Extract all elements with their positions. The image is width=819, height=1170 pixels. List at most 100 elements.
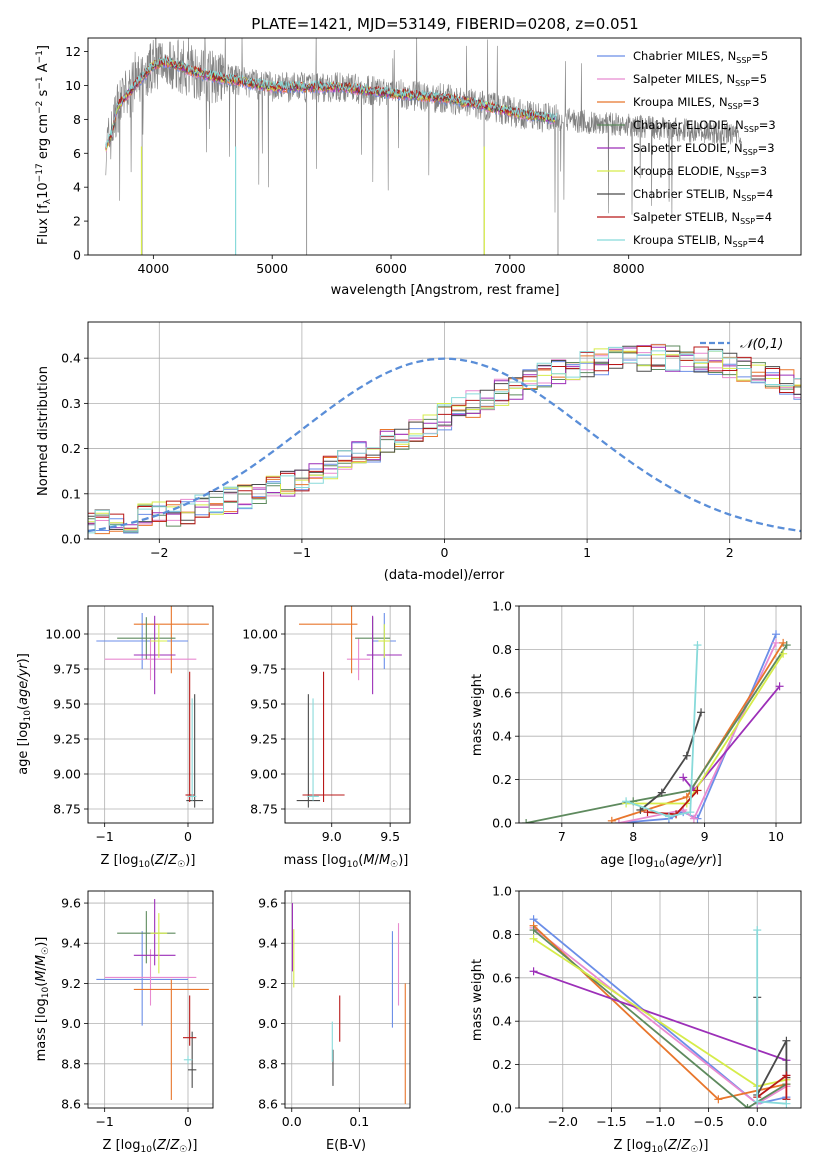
y-tick-label: 9.25 — [53, 732, 81, 747]
massweight-vs-age-panel: 7 8 9 10 0.0 0.2 0.4 0.6 0.8 1.0 age [log10(age/y… — [470, 599, 802, 870]
legend-label: Salpeter MILES, NSSP=5 — [633, 72, 767, 88]
age-vs-mass-panel: 9.0 9.5 8.75 9.00 9.25 9.50 9.75 10.00 mass [lo… — [242, 605, 411, 870]
errorbars — [96, 606, 209, 808]
y-tick-label: 0 — [73, 248, 81, 263]
y-tick-label: 0.4 — [61, 351, 81, 366]
x-tick-label: 7000 — [494, 261, 526, 276]
x-tick-label: −1.5 — [596, 1114, 626, 1129]
histogram-steps — [88, 343, 801, 535]
legend-label: Kroupa MILES, NSSP=3 — [633, 95, 759, 111]
mw-z-xlabel: Z [log10(Z/Z☉)] — [614, 1138, 709, 1155]
y-tick-label: 2 — [73, 214, 81, 229]
axes-frame — [87, 321, 802, 540]
errorbars — [296, 606, 402, 808]
histogram-8 — [88, 345, 801, 529]
errorbars — [96, 899, 209, 1100]
y-tick-label: 8.8 — [258, 1056, 278, 1071]
y-tick-label: 0.8 — [492, 642, 512, 657]
y-tick-label: 8 — [73, 112, 81, 127]
normal-curve — [88, 357, 801, 533]
histogram-ylabel: Normed distribution — [36, 366, 51, 496]
y-tick-label: 9.4 — [258, 936, 278, 951]
x-tick-label: 0.0 — [747, 1114, 767, 1129]
x-tick-label: 1 — [583, 545, 591, 560]
y-tick-label: 0.2 — [492, 1057, 512, 1072]
x-tick-label: 9 — [701, 829, 709, 844]
y-tick-label: 9.50 — [53, 697, 81, 712]
mw-z-ylabel: mass weight — [470, 959, 485, 1041]
y-tick-label: 1.0 — [492, 884, 512, 899]
y-tick-label: 0.3 — [61, 396, 81, 411]
mass-vs-extinction-panel: 0.0 0.1 8.6 8.8 9.0 9.2 9.4 9.6 E(B-V) — [258, 890, 411, 1153]
mass-z-ylabel: mass [log10(M/M☉)] — [34, 937, 51, 1062]
series-line-9 — [625, 645, 699, 818]
y-tick-label: 8.6 — [61, 1096, 81, 1111]
axes-frame — [518, 890, 802, 1109]
axes-frame — [518, 605, 802, 824]
legend-label: Chabrier ELODIE, NSSP=3 — [633, 118, 776, 134]
observed-spectrum — [105, 38, 742, 218]
model-fit-8 — [105, 55, 556, 150]
mass-weight-lines — [522, 630, 791, 823]
y-tick-label: 9.75 — [250, 662, 278, 677]
axes-frame — [87, 37, 802, 256]
y-tick-label: 8.75 — [53, 802, 81, 817]
x-tick-label: 0.1 — [349, 1114, 369, 1129]
x-tick-label: −0.5 — [693, 1114, 723, 1129]
y-tick-label: 0.8 — [492, 927, 512, 942]
y-tick-label: 0.0 — [492, 816, 512, 831]
age-vs-metallicity-panel: −1 0 8.75 9.00 9.25 9.50 9.75 10.00 Z [log10(Z/… — [16, 605, 214, 870]
legend-label: Chabrier MILES, NSSP=5 — [633, 49, 768, 65]
spectrum-panel: PLATE=1421, MJD=53149, FIBERID=0208, z=0… — [35, 15, 802, 298]
y-tick-label: 8.8 — [61, 1056, 81, 1071]
x-tick-label: 10 — [768, 829, 784, 844]
y-tick-label: 10 — [65, 78, 81, 93]
y-tick-label: 9.2 — [258, 976, 278, 991]
y-tick-label: 10.00 — [242, 627, 278, 642]
x-tick-label: 4000 — [137, 261, 169, 276]
spectrum-lines — [105, 38, 742, 255]
y-tick-label: 9.4 — [61, 936, 81, 951]
x-tick-label: 8 — [629, 829, 637, 844]
x-tick-label: 6000 — [375, 261, 407, 276]
y-tick-label: 0.6 — [492, 685, 512, 700]
y-tick-label: 1.0 — [492, 599, 512, 614]
legend-label: Salpeter ELODIE, NSSP=3 — [633, 141, 775, 157]
x-tick-label: −1.0 — [645, 1114, 675, 1129]
histogram-9 — [88, 346, 801, 534]
x-tick-label: 0.0 — [282, 1114, 302, 1129]
y-tick-label: 0.2 — [61, 441, 81, 456]
axes-frame — [284, 605, 411, 824]
legend-label: Salpeter STELIB, NSSP=4 — [633, 210, 772, 226]
series-line-2 — [618, 642, 777, 823]
mass-vs-metallicity-panel: −1 0 8.6 8.8 9.0 9.2 9.4 9.6 Z [log10(Z/Z☉)] ma… — [34, 890, 214, 1155]
y-tick-label: 10.00 — [45, 627, 81, 642]
model-fit-9 — [105, 56, 558, 149]
y-tick-label: 12 — [65, 44, 81, 59]
axes-frame — [87, 605, 214, 824]
y-tick-label: 9.75 — [53, 662, 81, 677]
mw-age-xlabel: age [log10(age/yr)] — [600, 853, 722, 870]
model-fit-5 — [105, 59, 556, 148]
age-z-ylabel: age [log10(age/yr)] — [16, 653, 33, 775]
y-tick-label: 0.6 — [492, 970, 512, 985]
x-tick-label: 0 — [184, 1114, 192, 1129]
y-tick-label: 0.0 — [492, 1101, 512, 1116]
mass-z-xlabel: Z [log10(Z/Z☉)] — [103, 1138, 198, 1155]
histogram-legend: 𝒩(0,1) — [700, 337, 783, 352]
age-mass-xlabel: mass [log10(M/M☉)] — [284, 853, 409, 870]
legend-label: Kroupa STELIB, NSSP=4 — [633, 233, 764, 249]
x-tick-label: −1 — [95, 1114, 113, 1129]
y-tick-label: 6 — [73, 146, 81, 161]
x-tick-label: 7 — [558, 829, 566, 844]
massweight-vs-metallicity-panel: −2.0 −1.5 −1.0 −0.5 0.0 0.0 0.2 0.4 0.6 0.8 1.0 Z … — [470, 884, 802, 1155]
x-tick-label: 9.0 — [322, 829, 342, 844]
y-tick-label: 9.50 — [250, 697, 278, 712]
x-tick-label: −1 — [293, 545, 311, 560]
x-tick-label: 2 — [726, 545, 734, 560]
errorbars — [291, 903, 406, 1104]
x-tick-label: −2 — [150, 545, 168, 560]
spectrum-ylabel: Flux [fλ10−17 erg cm−2 s−1 A−1] — [35, 45, 53, 245]
series-line-4 — [533, 929, 787, 1108]
